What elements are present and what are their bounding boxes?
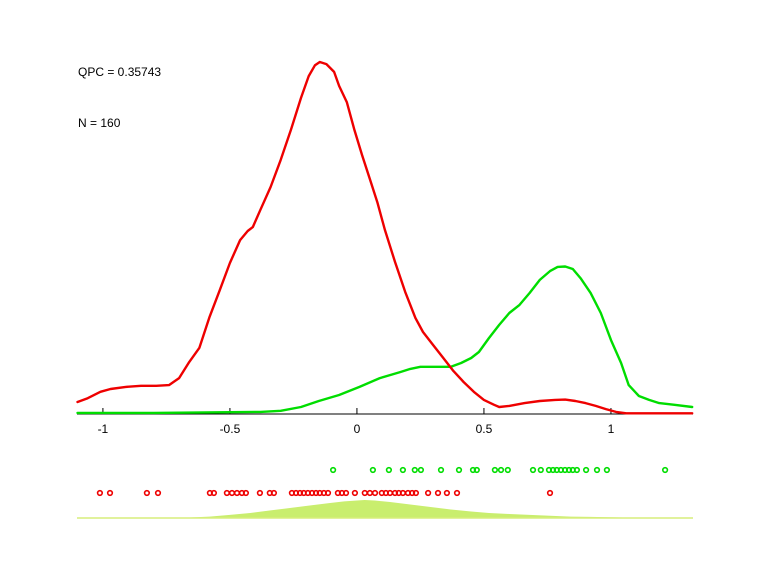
red-rug-point bbox=[96, 489, 103, 497]
red-rug-point bbox=[143, 489, 150, 497]
green-rug-point bbox=[497, 466, 505, 474]
red-rug-point bbox=[342, 489, 350, 497]
green-rug-points bbox=[330, 466, 669, 474]
red-rug-point bbox=[296, 489, 304, 497]
green-rug-point bbox=[603, 466, 611, 474]
red-rug-point bbox=[256, 489, 264, 497]
green-rug-point bbox=[469, 466, 477, 474]
red-rug-points bbox=[96, 489, 554, 497]
green-class-density-line bbox=[76, 265, 694, 415]
green-rug-point bbox=[411, 466, 418, 474]
red-rug-point bbox=[453, 489, 461, 497]
red-rug-point bbox=[324, 489, 332, 497]
green-rug-point bbox=[437, 466, 445, 474]
x-axis-tick-label: -0.5 bbox=[220, 422, 241, 436]
red-rug-point bbox=[386, 489, 394, 497]
red-density-curve bbox=[76, 60, 694, 415]
x-axis-tick-label: -1 bbox=[98, 422, 109, 436]
green-rug-point bbox=[455, 466, 463, 474]
red-rug-point bbox=[399, 489, 407, 497]
sample-count-label: N = 160 bbox=[78, 116, 121, 130]
x-axis-tick-label: 0.5 bbox=[476, 422, 493, 436]
x-axis-tick-label: 1 bbox=[608, 422, 615, 436]
red-rug-point bbox=[312, 489, 320, 497]
green-rug-point bbox=[529, 466, 537, 474]
red-rug-point bbox=[546, 489, 554, 497]
green-rug-point bbox=[593, 466, 601, 474]
red-rug-point bbox=[366, 489, 374, 497]
red-class-density-line bbox=[76, 60, 694, 415]
red-rug-point bbox=[223, 489, 230, 497]
red-rug-point bbox=[425, 489, 432, 497]
green-rug-point bbox=[473, 466, 480, 474]
red-rug-point bbox=[210, 489, 217, 497]
green-rug-point bbox=[537, 466, 544, 474]
green-density-curve bbox=[76, 265, 694, 415]
x-axis: -1 -0.5 0 0.5 1 bbox=[77, 408, 693, 436]
green-rug-point bbox=[573, 466, 581, 474]
green-rug-point bbox=[582, 466, 590, 474]
red-rug-point bbox=[409, 489, 416, 497]
red-rug-point bbox=[412, 489, 420, 497]
combined-density-fill bbox=[77, 500, 693, 518]
red-rug-point bbox=[351, 489, 359, 497]
red-rug-point bbox=[361, 489, 368, 497]
red-rug-point bbox=[228, 489, 236, 497]
annotation-text: QPC = 0.35743 N = 160 bbox=[78, 30, 161, 166]
green-rug-point bbox=[330, 466, 337, 474]
green-rug-point bbox=[504, 466, 511, 474]
green-rug-point bbox=[385, 466, 393, 474]
red-rug-point bbox=[242, 489, 249, 497]
red-rug-point bbox=[154, 489, 162, 497]
red-rug-point bbox=[371, 489, 379, 497]
green-rug-point bbox=[399, 466, 407, 474]
green-rug-point bbox=[491, 466, 499, 474]
qpc-value-label: QPC = 0.35743 bbox=[78, 65, 162, 79]
red-rug-point bbox=[391, 489, 399, 497]
combined-density-area bbox=[77, 500, 693, 519]
green-rug-point bbox=[369, 466, 377, 474]
red-rug-point bbox=[106, 489, 114, 497]
red-rug-point bbox=[434, 489, 442, 497]
red-rug-point bbox=[233, 489, 241, 497]
green-rug-point bbox=[661, 466, 669, 474]
x-axis-tick-label: 0 bbox=[354, 422, 361, 436]
red-rug-point bbox=[443, 489, 451, 497]
green-rug-point bbox=[417, 466, 425, 474]
red-rug-point bbox=[270, 489, 278, 497]
